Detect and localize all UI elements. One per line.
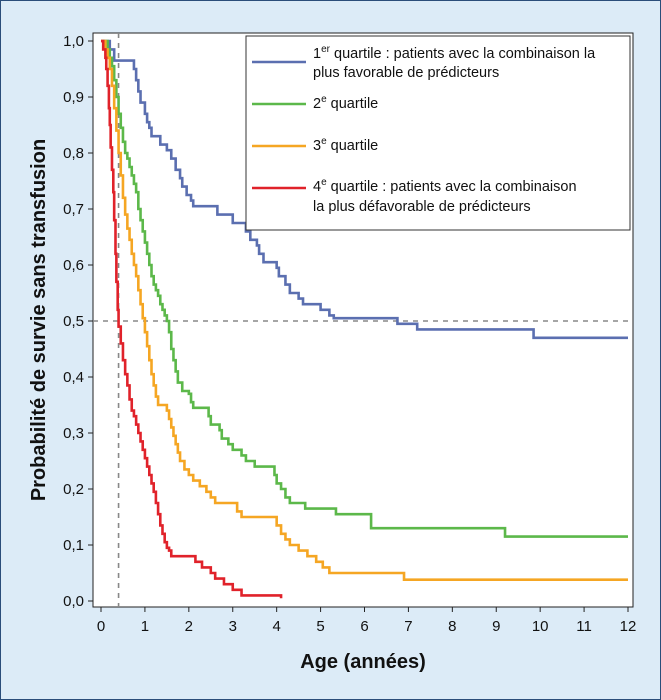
x-tick-label: 5 <box>316 618 324 635</box>
y-tick-label: 0,1 <box>63 537 84 554</box>
x-tick-label: 1 <box>141 618 149 635</box>
x-axis-title: Age (années) <box>300 651 426 673</box>
y-tick-label: 0,3 <box>63 425 84 442</box>
x-tick-label: 9 <box>492 618 500 635</box>
x-tick-label: 8 <box>448 618 456 635</box>
y-tick-label: 0,9 <box>63 89 84 106</box>
x-tick-label: 3 <box>229 618 237 635</box>
y-tick-label: 0,8 <box>63 145 84 162</box>
legend-box <box>245 35 631 231</box>
legend-label-1: 1er quartile : patients avec la combinai… <box>313 44 596 62</box>
y-tick-label: 0,4 <box>63 369 84 386</box>
series-line-3 <box>101 39 628 582</box>
reference-lines <box>93 33 633 607</box>
x-tick-label: 11 <box>576 618 592 635</box>
legend-label-2: 2e quartile <box>313 94 378 112</box>
legend-label-3: 3e quartile <box>313 136 378 154</box>
x-tick-label: 6 <box>360 618 368 635</box>
x-tick-label: 2 <box>185 618 193 635</box>
series-layer <box>101 39 628 599</box>
y-tick-label: 0,7 <box>63 201 84 218</box>
legend-label-1-line2: plus favorable de prédicteurs <box>313 65 499 81</box>
y-axis: 0,0 0,1 0,2 0,3 0,4 0,5 0,6 0,7 0,8 0,9 1,0 <box>63 33 93 610</box>
x-tick-label: 10 <box>532 618 549 635</box>
y-tick-label: 0,6 <box>63 257 84 274</box>
y-tick-label: 0,2 <box>63 481 84 498</box>
legend-label-4-line2: la plus défavorable de prédicteurs <box>313 199 531 215</box>
legend-label-4: 4e quartile : patients avec la combinais… <box>313 177 577 195</box>
series-line-1 <box>101 39 628 340</box>
x-tick-label: 4 <box>272 618 280 635</box>
x-tick-label: 12 <box>620 618 637 635</box>
x-tick-label: 0 <box>97 618 105 635</box>
series-line-2 <box>101 39 628 538</box>
y-axis-title: Probabilité de survie sans transfusion <box>28 139 50 501</box>
y-tick-label: 0,5 <box>63 313 84 330</box>
x-tick-label: 7 <box>404 618 412 635</box>
y-tick-label: 0,0 <box>63 593 84 610</box>
y-tick-label: 1,0 <box>63 33 84 50</box>
x-axis: 0 1 2 3 4 5 6 7 8 9 10 11 12 <box>97 607 637 635</box>
legend: 1er quartile : patients avec la combinai… <box>245 35 631 231</box>
series-line-4 <box>101 39 283 599</box>
